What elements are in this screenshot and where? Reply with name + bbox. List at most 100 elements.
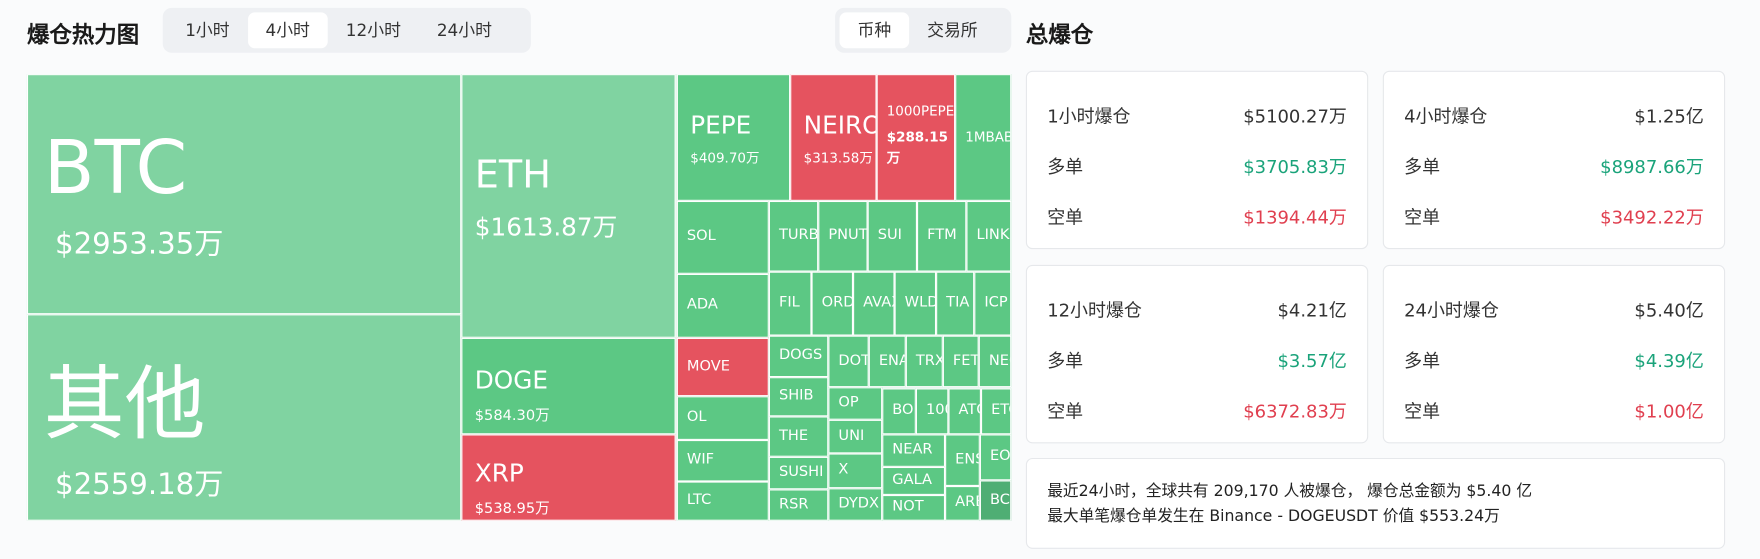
treemap-tile[interactable]: SUI [867, 200, 918, 272]
treemap-tile[interactable]: TURBO [768, 200, 819, 272]
tab[interactable]: 币种 [839, 12, 910, 49]
treemap-tile[interactable]: UNI [828, 419, 883, 454]
card-row: 空单 $6372.83万 [1047, 396, 1347, 423]
tab[interactable]: 1小时 [185, 20, 230, 41]
row-value: $8987.66万 [1600, 156, 1704, 178]
treemap-tile[interactable]: TIA [936, 271, 975, 336]
tile-name: RSR [778, 495, 809, 513]
treemap-tile[interactable]: ATOM [948, 388, 981, 435]
treemap-tile[interactable]: SHIB [768, 377, 829, 417]
treemap-tile[interactable]: MOVE [676, 337, 769, 397]
treemap-tile[interactable]: FIL [768, 271, 812, 336]
tile-name: BOME [892, 401, 914, 419]
treemap-tile[interactable]: FTM [917, 200, 967, 272]
tile-name: FET [952, 351, 979, 369]
treemap-tile[interactable]: SUSHI [768, 456, 829, 490]
treemap-tile[interactable]: LTC [676, 481, 769, 521]
treemap-tile[interactable]: PEPE $409.70万 [676, 74, 791, 201]
tile-name: TIA [946, 294, 970, 311]
row-value: $6372.83万 [1243, 400, 1347, 423]
treemap-tile[interactable]: TRX [905, 335, 943, 388]
tile-name: ETH [474, 152, 551, 197]
treemap-tile[interactable]: OP [828, 387, 883, 420]
tile-name: ENS [955, 450, 979, 468]
row-label: 12小时爆仓 [1047, 299, 1142, 322]
treemap-tile[interactable]: NEO [978, 335, 1012, 388]
treemap-tile[interactable]: WLD [894, 271, 937, 336]
treemap-tile[interactable]: SOL [676, 200, 769, 274]
treemap-tile[interactable]: BOME [882, 388, 916, 435]
tile-name: DYDX [838, 494, 880, 512]
treemap-tile[interactable]: DOGE $584.30万 [461, 337, 676, 435]
treemap-tile[interactable]: EOS [979, 434, 1012, 481]
treemap-tile[interactable]: AVAX [853, 271, 895, 336]
treemap-tile[interactable]: ETC [980, 388, 1012, 435]
treemap-tile[interactable]: RSR [768, 489, 829, 521]
tile-name: NOT [892, 498, 924, 516]
card-row: 多单 $3705.83万 [1047, 152, 1347, 179]
tab[interactable]: 4小时 [247, 12, 328, 49]
tile-name: GALA [892, 471, 933, 489]
treemap-tile[interactable]: 1MBABY [955, 74, 1012, 201]
treemap-tile[interactable]: THE [768, 416, 829, 457]
card-row: 12小时爆仓 $4.21亿 [1047, 295, 1347, 322]
summary-card: 24小时爆仓 $5.40亿 多单 $4.39亿 空单 $1.00亿 [1382, 264, 1726, 444]
treemap-tile[interactable]: ENS [945, 434, 980, 486]
card-row: 多单 $8987.66万 [1404, 152, 1704, 179]
treemap-tile[interactable]: WIF [676, 439, 769, 482]
treemap-tile[interactable]: X [828, 453, 883, 489]
treemap-tile[interactable]: BTC $2953.35万 [26, 74, 462, 315]
treemap-tile[interactable]: GALA [882, 466, 946, 495]
treemap-tile[interactable]: 其他 $2559.18万 [26, 314, 462, 521]
note-line: 最大单笔爆仓单发生在 Binance - DOGEUSDT 价值 $553.24… [1047, 507, 1500, 526]
treemap-tile[interactable]: DYDX [828, 488, 883, 521]
treemap-tile[interactable]: LINK [966, 200, 1012, 272]
treemap-tile[interactable]: ARB [945, 485, 980, 521]
treemap-tile[interactable]: ETH $1613.87万 [461, 74, 676, 338]
row-value: $3.57亿 [1277, 350, 1347, 372]
tile-name: BCH [989, 491, 1010, 508]
card-row: 1小时爆仓 $5100.27万 [1047, 101, 1347, 128]
tile-value: $409.70万 [690, 150, 760, 166]
treemap-tile[interactable]: 1000PEPE $288.15万 [876, 74, 956, 201]
treemap-tile[interactable]: FET [942, 335, 979, 388]
tile-name: DOT [838, 351, 869, 369]
treemap-tile[interactable]: ADA [676, 273, 769, 338]
treemap-tile[interactable]: DOT [828, 335, 869, 388]
tile-name: SUSHI [778, 463, 824, 481]
treemap-tile[interactable]: OL [676, 396, 769, 440]
treemap-tile[interactable]: NEAR [882, 434, 946, 467]
tile-name: 1000SATS [925, 401, 947, 419]
card-row: 4小时爆仓 $1.25亿 [1404, 101, 1704, 128]
treemap-tile[interactable]: DOGS [768, 335, 829, 378]
card-row: 空单 $1394.44万 [1047, 202, 1347, 229]
tile-name: ADA [686, 296, 718, 314]
treemap-tile[interactable]: XRP $538.95万 [461, 434, 676, 521]
row-value: $4.21亿 [1277, 299, 1347, 322]
tile-name: FTM [927, 226, 957, 244]
treemap-tile[interactable]: 1000SATS [915, 388, 949, 435]
tile-name: WIF [686, 451, 715, 469]
card-row: 多单 $4.39亿 [1404, 346, 1704, 373]
row-label: 多单 [1404, 350, 1441, 372]
row-value: $5100.27万 [1243, 105, 1347, 127]
tab[interactable]: 交易所 [927, 20, 978, 41]
treemap-tile[interactable]: NOT [882, 494, 946, 521]
card-row: 24小时爆仓 $5.40亿 [1404, 295, 1704, 322]
treemap-tile[interactable]: ICP [974, 271, 1012, 336]
tile-value: $313.58万 [803, 150, 873, 166]
tile-name: PEPE [690, 112, 752, 141]
tile-name: ARB [955, 493, 979, 511]
tab[interactable]: 12小时 [345, 20, 401, 41]
summary-title: 总爆仓 [1025, 21, 1094, 49]
treemap-tile[interactable]: NEIRO $313.58万 [790, 74, 877, 201]
card-row: 多单 $3.57亿 [1047, 346, 1347, 373]
treemap-tile[interactable]: BCH [979, 480, 1012, 521]
tab[interactable]: 24小时 [436, 20, 492, 41]
treemap-tile[interactable]: PNUT [818, 200, 868, 272]
treemap-tile[interactable]: ORDI [811, 271, 854, 336]
summary-card: 1小时爆仓 $5100.27万 多单 $3705.83万 空单 $1394.44万 [1025, 70, 1369, 250]
row-value: $1394.44万 [1243, 206, 1347, 228]
treemap-tile[interactable]: ENA [868, 335, 906, 388]
